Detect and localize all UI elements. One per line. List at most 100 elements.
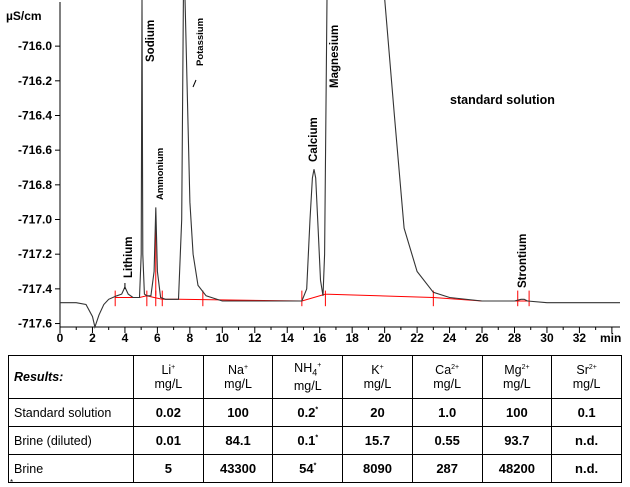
x-tick-label: 24 (443, 331, 457, 345)
chart-ticks: -716.0 -716.2 -716.4 -716.6 -716.8 -717.0 -717… (18, 39, 613, 345)
ion-symbol: Sr (576, 363, 589, 377)
table-cell: 93.7 (481, 426, 553, 455)
ion-charge: + (379, 363, 384, 371)
x-tick-label: 18 (345, 331, 359, 345)
table-cell: n.d. (551, 454, 622, 483)
results-table: Results: Li+ mg/L Na+ mg/L NH4+ mg/L K+ mg/L Ca2… (8, 355, 622, 483)
column-header-mg: Mg2+ mg/L (481, 355, 553, 399)
table-cell: 0.1 (551, 398, 622, 427)
table-row: Brine (diluted) 0.01 84.1 0.1* 15.7 0.55 93.7 n… (8, 426, 622, 455)
ion-charge: 2+ (451, 363, 460, 371)
peak-label-potassium: Potassium (195, 18, 206, 66)
table-cell: 5 (133, 454, 204, 483)
peak-label-ammonium: Ammonium (155, 148, 166, 200)
table-cell: 43300 (202, 454, 274, 483)
x-tick-label: 22 (410, 331, 424, 345)
ion-charge: + (171, 363, 176, 371)
column-header-li: Li+ mg/L (133, 355, 204, 399)
x-tick-label: 32 (573, 331, 587, 345)
ion-symbol: Li (161, 363, 172, 377)
unit-label: mg/L (363, 377, 392, 391)
peak-label-lithium: Lithium (123, 236, 135, 278)
footnote-star: * (315, 434, 319, 442)
ion-symbol: Na (228, 363, 244, 377)
ion-symbol: Ca (435, 363, 452, 377)
potassium-connector (192, 79, 197, 88)
table-cell: 0.2* (272, 398, 344, 427)
table-cell: 0.1* (272, 426, 344, 455)
x-tick-label: 6 (154, 331, 161, 345)
column-header-na: Na+ mg/L (202, 355, 274, 399)
unit-label: mg/L (293, 379, 322, 394)
table-cell: 84.1 (202, 426, 274, 455)
x-tick-label: 10 (216, 331, 230, 345)
peak-label-calcium: Calcium (308, 117, 320, 162)
chart-annotation: standard solution (450, 93, 555, 107)
peak-label-magnesium: Magnesium (329, 25, 341, 88)
ion-charge: + (244, 363, 249, 371)
y-tick-label: -716.6 (18, 143, 52, 157)
footnote-star: * (315, 406, 319, 414)
table-cell: 15.7 (342, 426, 413, 455)
table-cell: 287 (411, 454, 483, 483)
y-axis-label: µS/cm (6, 9, 42, 23)
x-tick-label: 2 (89, 331, 96, 345)
unit-label: mg/L (154, 377, 183, 391)
table-cell: n.d. (551, 426, 622, 455)
row-label: Standard solution (8, 398, 134, 427)
ion-charge: 2+ (521, 363, 530, 371)
ion-charge: 2+ (588, 363, 597, 371)
x-tick-label: 12 (248, 331, 262, 345)
footnote-star: * (313, 462, 317, 470)
x-tick-label: 28 (508, 331, 522, 345)
ion-symbol: NH (294, 360, 313, 375)
row-label: Brine (8, 454, 134, 483)
row-label: Brine (diluted) (8, 426, 134, 455)
x-tick-label: 26 (475, 331, 489, 345)
ion-subscript: 4 (312, 367, 318, 378)
unit-label: mg/L (572, 377, 601, 391)
y-tick-label: -716.4 (18, 108, 52, 122)
integration-baseline (115, 293, 530, 302)
column-header-sr: Sr2+ mg/L (551, 355, 622, 399)
ion-charge: + (317, 361, 322, 369)
y-tick-label: -716.0 (18, 39, 52, 53)
peak-label-strontium: Strontium (517, 234, 529, 288)
peak-label-sodium: Sodium (145, 20, 157, 62)
x-tick-label: 0 (57, 331, 64, 345)
results-body: Standard solution 0.02 100 0.2* 20 1.0 100 0.1 B… (8, 398, 622, 483)
results-header-row: Results: Li+ mg/L Na+ mg/L NH4+ mg/L K+ mg/L Ca2… (8, 355, 622, 399)
y-tick-label: -717.0 (18, 213, 52, 227)
chart-axes: µS/cm min (6, 2, 621, 345)
table-row: Brine 5 43300 54* 8090 287 48200 n.d. (8, 454, 622, 483)
table-cell: 100 (202, 398, 274, 427)
y-tick-label: -716.8 (18, 178, 52, 192)
chromatogram-trace (60, 0, 620, 330)
table-cell: 8090 (342, 454, 413, 483)
y-tick-label: -717.6 (18, 317, 52, 331)
x-tick-label: 8 (187, 331, 194, 345)
column-header-nh: NH4+ mg/L (272, 355, 344, 399)
x-tick-label: 4 (122, 331, 129, 345)
x-tick-label: 20 (378, 331, 392, 345)
unit-label: mg/L (502, 377, 531, 391)
chart-peak-labels: Lithium Sodium Ammonium Potassium Calcium Mag… (123, 18, 555, 289)
x-tick-label: 16 (313, 331, 327, 345)
table-cell: 0.01 (133, 426, 204, 455)
table-cell: 0.55 (411, 426, 483, 455)
table-row: Standard solution 0.02 100 0.2* 20 1.0 100 0.1 (8, 398, 622, 427)
unit-label: mg/L (224, 377, 252, 391)
table-cell: 48200 (481, 454, 553, 483)
unit-label: mg/L (433, 377, 462, 391)
column-header-k: K+ mg/L (342, 355, 413, 399)
x-axis-label: min (600, 331, 621, 345)
ion-symbol: K (371, 363, 380, 377)
column-header-ca: Ca2+ mg/L (411, 355, 483, 399)
table-footnote-marker: * (10, 478, 14, 487)
ion-symbol: Mg (504, 363, 522, 377)
x-tick-label: 30 (540, 331, 554, 345)
table-cell: 100 (481, 398, 553, 427)
table-cell: 54* (272, 454, 344, 483)
x-tick-label: 14 (281, 331, 295, 345)
table-cell: 0.02 (133, 398, 204, 427)
